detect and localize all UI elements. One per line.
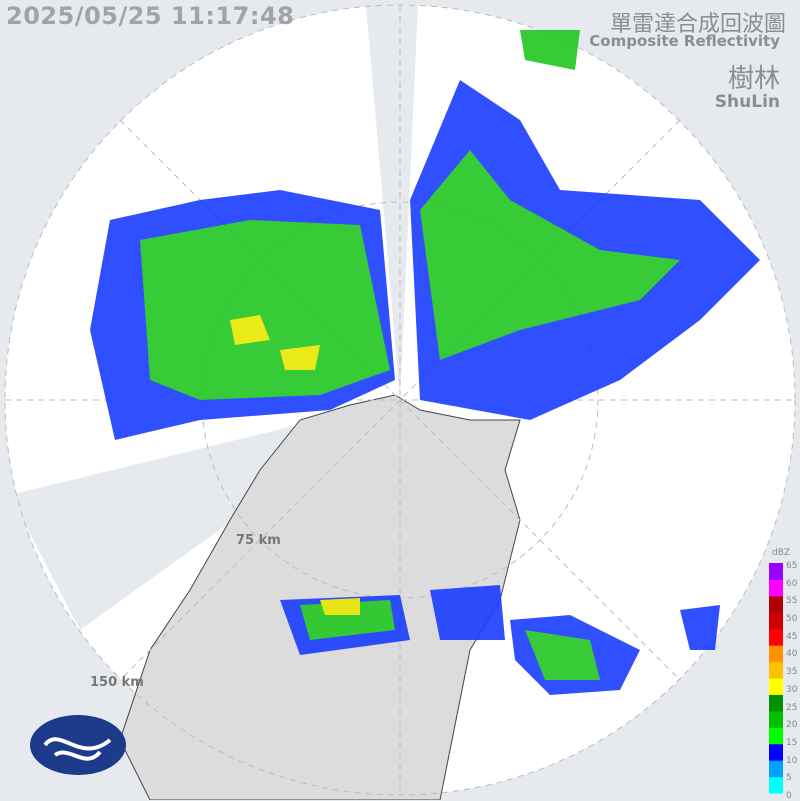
legend-tick: 25 <box>786 702 798 713</box>
legend-tick: 50 <box>786 614 798 625</box>
legend-tick: 65 <box>786 561 798 571</box>
reflectivity-echoes <box>90 30 760 695</box>
product-title-en: Composite Reflectivity <box>589 32 780 50</box>
range-ring-label: 75 km <box>236 533 281 548</box>
legend-tick: 15 <box>786 737 798 748</box>
legend-swatch <box>769 710 783 728</box>
legend-tick: 20 <box>786 720 798 731</box>
legend-swatch <box>769 579 783 597</box>
legend-swatch <box>769 776 783 794</box>
legend-swatch <box>769 678 783 695</box>
legend-tick: 55 <box>786 596 798 607</box>
legend-swatch <box>769 743 783 761</box>
station-name-en: ShuLin <box>714 92 780 112</box>
legend-swatch <box>769 595 783 613</box>
legend-swatch <box>769 645 783 663</box>
legend-tick: 5 <box>786 773 792 784</box>
legend-tick: 30 <box>786 684 798 695</box>
legend-tick: 35 <box>786 667 798 678</box>
legend-tick: 40 <box>786 649 798 660</box>
cwa-logo <box>30 715 126 775</box>
legend-unit: dBZ <box>772 548 791 558</box>
legend-tick: 60 <box>786 578 798 589</box>
legend-tick: 10 <box>786 755 798 766</box>
product-title-zh: 單雷達合成回波圖 <box>609 12 786 37</box>
legend-swatch <box>769 563 783 580</box>
station-name-zh: 樹林 <box>727 64 780 94</box>
dbz-legend-bar <box>769 563 783 794</box>
legend-swatch <box>769 694 783 712</box>
legend-swatch <box>769 760 783 778</box>
timestamp: 2025/05/25 11:17:48 <box>6 2 295 30</box>
legend-swatch <box>769 661 783 679</box>
land-taiwan <box>119 394 521 800</box>
legend-swatch <box>769 628 783 646</box>
legend-tick: 45 <box>786 631 798 642</box>
legend-swatch <box>769 727 783 745</box>
legend-swatch <box>769 612 783 630</box>
legend-tick: 0 <box>786 791 792 801</box>
range-ring-label: 150 km <box>90 675 144 690</box>
